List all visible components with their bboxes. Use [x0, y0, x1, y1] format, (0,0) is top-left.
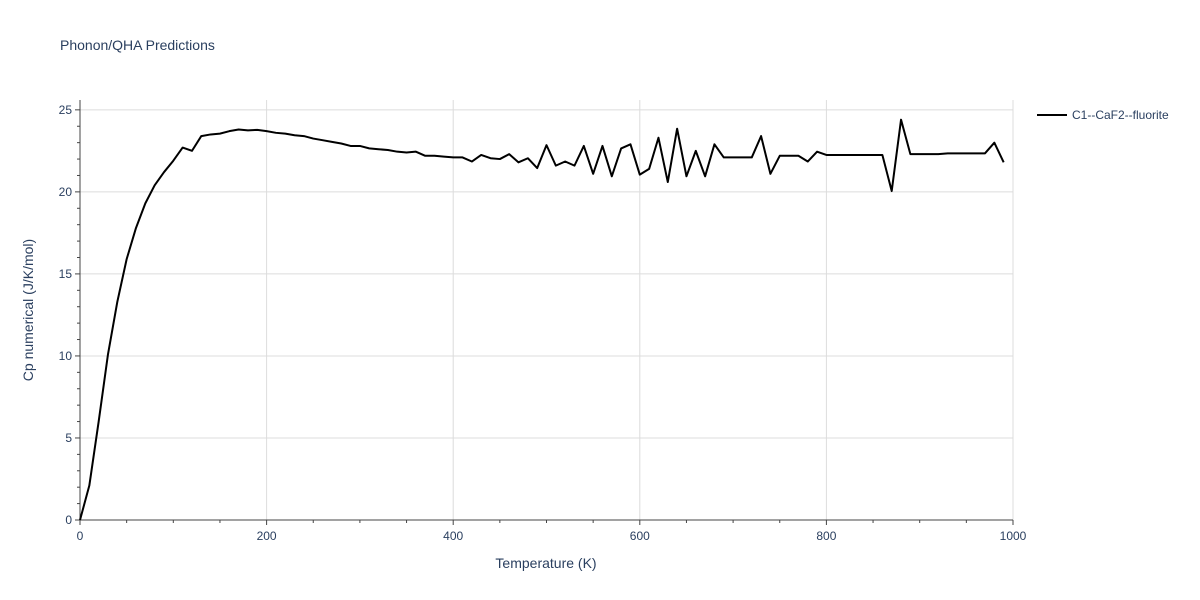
axes: 0 200 400 600 800 1000 0 5 10 15 20 25: [59, 100, 1027, 543]
x-tick-label: 400: [443, 529, 463, 543]
series-line: [79, 118, 1005, 521]
legend[interactable]: C1--CaF2--fluorite: [1037, 108, 1169, 122]
y-tick-label: 0: [65, 513, 72, 527]
y-tick-label: 25: [59, 103, 73, 117]
y-tick-label: 20: [59, 185, 73, 199]
x-tick-label: 1000: [1000, 529, 1027, 543]
grid: [80, 100, 1014, 520]
series-layer: [79, 118, 1005, 521]
legend-label: C1--CaF2--fluorite: [1072, 108, 1169, 122]
y-tick-label: 15: [59, 267, 73, 281]
chart-title: Phonon/QHA Predictions: [60, 37, 215, 53]
x-tick-label: 800: [816, 529, 836, 543]
y-tick-label: 5: [65, 431, 72, 445]
x-tick-label: 200: [257, 529, 277, 543]
y-tick-label: 10: [59, 349, 73, 363]
x-tick-label: 600: [630, 529, 650, 543]
y-axis-title: Cp numerical (J/K/mol): [20, 239, 36, 381]
x-axis-title: Temperature (K): [495, 555, 596, 571]
x-tick-label: 0: [77, 529, 84, 543]
